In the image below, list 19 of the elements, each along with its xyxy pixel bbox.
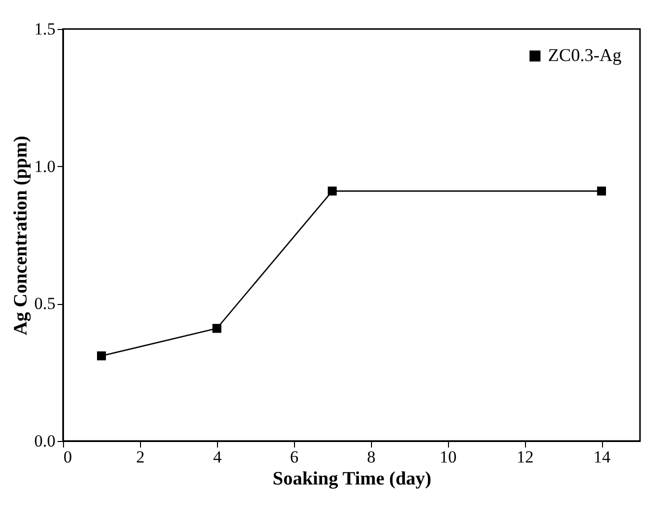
y-tick-label: 0.5 bbox=[34, 294, 56, 314]
x-axis-title: Soaking Time (day) bbox=[272, 468, 432, 490]
x-tick-label: 10 bbox=[440, 448, 457, 466]
x-tick-label: 12 bbox=[516, 448, 534, 466]
y-tick-label: 1.5 bbox=[34, 20, 56, 38]
y-axis-title: Ag Concentration (ppm) bbox=[10, 136, 32, 336]
point bbox=[96, 351, 106, 360]
y-tick-label: 1.0 bbox=[34, 156, 56, 176]
legend-label: ZC0.3-Ag bbox=[548, 45, 622, 65]
point bbox=[597, 186, 606, 196]
x-tick-label: 2 bbox=[136, 448, 145, 466]
x-tick-label: 4 bbox=[213, 448, 222, 466]
x-tick-label: 6 bbox=[290, 448, 299, 466]
point bbox=[212, 324, 222, 333]
x-tick-label: 14 bbox=[594, 448, 612, 466]
point bbox=[328, 186, 337, 196]
x-tick-label: 8 bbox=[366, 448, 376, 466]
y-tick-label: 0.0 bbox=[34, 432, 56, 450]
x-tick-label: 0 bbox=[64, 448, 72, 466]
